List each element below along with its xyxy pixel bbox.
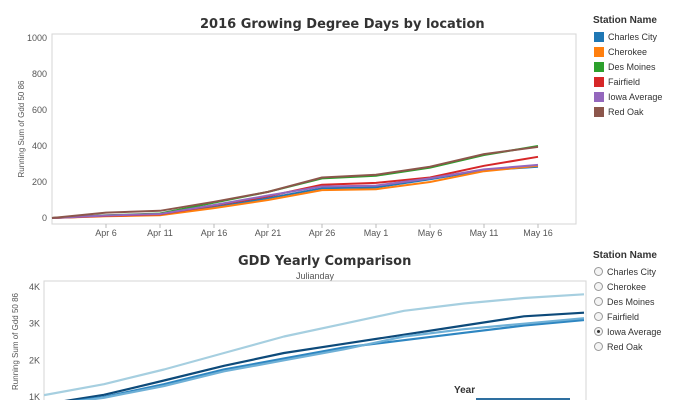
chart2-series-line-4 (78, 317, 585, 400)
legend-swatch (594, 106, 604, 117)
chart1-y-tick-label: 400 (32, 141, 47, 151)
chart2-y-axis-label: Running Sum of Gdd 50 86 (11, 292, 20, 390)
station-color-legend: Charles City Cherokee Des Moines Fairfie… (594, 29, 662, 119)
chart1-x-tick-label: May 16 (523, 228, 553, 238)
chart1-x-tick-label: Apr 16 (201, 228, 228, 238)
chart1-x-tick-label: May 1 (364, 228, 389, 238)
chart2-series-line-2 (64, 311, 585, 400)
radio-button[interactable] (594, 267, 603, 276)
legend-label: Fairfield (608, 76, 641, 87)
chart1-title: 2016 Growing Degree Days by location (200, 17, 485, 32)
chart2-series-line-1 (44, 293, 585, 397)
radio-button[interactable] (594, 282, 603, 291)
chart1-x-tick-label: Apr 26 (309, 228, 336, 238)
chart2-subtitle: Julianday (296, 271, 335, 281)
series-line-fairfield (51, 155, 539, 219)
radio-cherokee[interactable]: Cherokee (594, 279, 661, 294)
legend-item-des-moines[interactable]: Des Moines (594, 59, 662, 74)
chart1-y-axis-label: Running Sum of Gdd 50 86 (17, 80, 26, 178)
radio-label: Red Oak (607, 341, 643, 352)
radio-des-moines[interactable]: Des Moines (594, 294, 661, 309)
series-line-iowa-average (51, 163, 539, 219)
legend-item-iowa-average[interactable]: Iowa Average (594, 89, 662, 104)
legend-label: Red Oak (608, 106, 644, 117)
radio-button[interactable] (594, 327, 603, 336)
chart2-series-line-3 (73, 318, 585, 400)
chart1-y-tick-label: 600 (32, 105, 47, 115)
radio-red-oak[interactable]: Red Oak (594, 339, 661, 354)
radio-charles-city[interactable]: Charles City (594, 264, 661, 279)
radio-label: Cherokee (607, 281, 647, 292)
legend-label: Des Moines (608, 61, 656, 72)
legend-item-cherokee[interactable]: Cherokee (594, 44, 662, 59)
chart1-y-tick-label: 800 (32, 69, 47, 79)
chart1-x-tick-label: May 6 (418, 228, 443, 238)
chart1-y-tick-label: 1000 (27, 33, 47, 43)
radio-fairfield[interactable]: Fairfield (594, 309, 661, 324)
legend-label: Iowa Average (608, 91, 663, 102)
radio-label: Des Moines (607, 296, 655, 307)
chart1-x-tick-label: May 11 (470, 228, 499, 238)
chart1-x-tick-label: Apr 6 (95, 228, 117, 238)
chart2-y-tick-label: 2K (29, 355, 40, 365)
legend-swatch (594, 76, 604, 87)
radio-button[interactable] (594, 312, 603, 321)
series-line-red-oak (51, 145, 539, 219)
legend-swatch (594, 61, 604, 72)
chart1-x-tick-label: Apr 21 (255, 228, 282, 238)
radio-label: Fairfield (607, 311, 640, 322)
chart2-y-tick-label: 1K (29, 392, 40, 400)
chart2-plot-frame (43, 280, 587, 400)
series-line-des-moines (51, 145, 539, 219)
chart1-y-tick-label: 0 (42, 213, 47, 223)
legend-label: Charles City (608, 31, 658, 42)
chart2-inner-legend-title: Year (454, 385, 475, 396)
chart1-y-tick-label: 200 (32, 177, 47, 187)
radio-label: Charles City (607, 266, 657, 277)
legend1-title: Station Name (593, 15, 657, 26)
legend-item-fairfield[interactable]: Fairfield (594, 74, 662, 89)
legend2-title: Station Name (593, 250, 657, 261)
radio-label: Iowa Average (607, 326, 662, 337)
legend-swatch (594, 31, 604, 42)
chart2-title: GDD Yearly Comparison (238, 254, 412, 269)
radio-iowa-average[interactable]: Iowa Average (594, 324, 661, 339)
chart1-plot-frame (51, 33, 577, 225)
legend-label: Cherokee (608, 46, 648, 57)
legend-item-charles-city[interactable]: Charles City (594, 29, 662, 44)
station-radio-filter: Charles City Cherokee Des Moines Fairfie… (594, 264, 661, 354)
radio-button[interactable] (594, 342, 603, 351)
legend-item-red-oak[interactable]: Red Oak (594, 104, 662, 119)
radio-button[interactable] (594, 297, 603, 306)
legend-swatch (594, 46, 604, 57)
legend-swatch (594, 91, 604, 102)
chart2-y-tick-label: 3K (29, 319, 40, 329)
chart1-x-tick-label: Apr 11 (147, 228, 173, 238)
chart2-y-tick-label: 4K (29, 282, 40, 292)
